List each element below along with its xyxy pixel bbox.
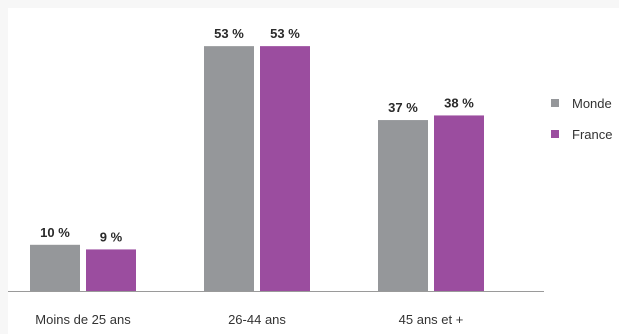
bar-france-3 (434, 115, 484, 291)
value-label-france-3: 38 % (444, 95, 474, 110)
bar-france-1 (86, 249, 136, 291)
category-label-2: 26-44 ans (228, 312, 286, 327)
legend-swatch-monde (551, 99, 559, 107)
legend-item-monde: Monde (551, 95, 619, 111)
value-label-france-1: 9 % (100, 229, 123, 244)
bar-monde-2 (204, 46, 254, 291)
legend: Monde France (551, 96, 619, 158)
chart-card: 10 % 9 % Moins de 25 ans 53 % 53 % 26-44 ans 3… (8, 8, 619, 334)
legend-swatch-france (551, 130, 559, 138)
legend-label-france: France (572, 126, 613, 142)
value-label-monde-2: 53 % (214, 26, 244, 41)
category-label-3: 45 ans et + (399, 312, 464, 327)
bar-chart: 10 % 9 % Moins de 25 ans 53 % 53 % 26-44 ans 3… (8, 26, 544, 327)
value-label-monde-3: 37 % (388, 100, 418, 115)
legend-label-monde: Monde (572, 95, 612, 111)
bar-france-2 (260, 46, 310, 291)
value-label-monde-1: 10 % (40, 225, 70, 240)
value-label-france-2: 53 % (270, 26, 300, 41)
bar-monde-3 (378, 120, 428, 291)
bar-monde-1 (30, 244, 80, 291)
legend-item-france: France (551, 126, 619, 142)
category-label-1: Moins de 25 ans (35, 312, 131, 327)
